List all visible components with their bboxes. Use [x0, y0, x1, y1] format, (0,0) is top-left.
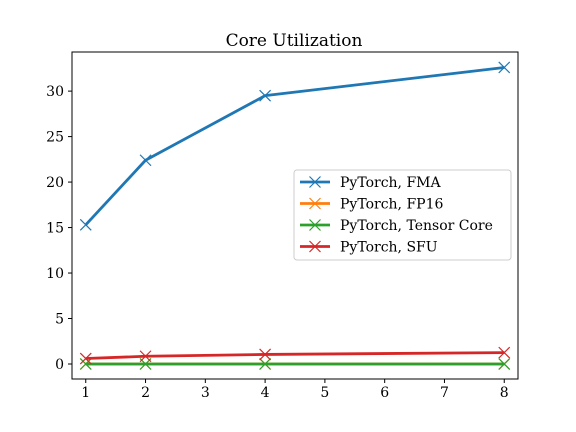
y-tick-label: 5: [55, 312, 64, 328]
data-point-marker: [79, 352, 92, 365]
series-line: [84, 66, 505, 226]
data-point-marker: [498, 358, 511, 370]
x-tick-label: 7: [440, 385, 449, 401]
legend-box: [293, 169, 512, 261]
x-tick-label: 3: [201, 385, 210, 401]
x-tick-label: 6: [380, 385, 389, 401]
x-tick-label: 4: [261, 385, 270, 401]
legend-swatch-marker: [309, 176, 321, 188]
y-tick-label: 30: [46, 84, 64, 100]
y-tick-label: 25: [46, 130, 64, 146]
plot-area: 1 2 3 4 5 6 7 8 0 5 10 15 20 25 30: [46, 51, 519, 401]
data-point-marker: [79, 358, 92, 370]
x-tick-label: 1: [81, 385, 90, 401]
y-tick-label: 10: [46, 266, 64, 282]
data-point-marker: [498, 61, 511, 74]
data-point-marker: [79, 218, 92, 231]
data-point-marker: [259, 89, 272, 102]
data-point-marker: [139, 154, 152, 167]
legend-entry-label: PyTorch, FP16: [340, 197, 444, 213]
x-tick-label: 2: [141, 385, 150, 401]
legend-swatch-marker: [309, 219, 321, 231]
y-tick-label: 20: [46, 175, 64, 191]
series-line: [85, 351, 505, 360]
x-tick-label: 5: [320, 385, 329, 401]
legend-entry-label: PyTorch, SFU: [340, 240, 438, 256]
legend-entry-label: PyTorch, FMA: [340, 175, 442, 191]
axes-frame: [71, 51, 519, 380]
legend-entry-label: PyTorch, Tensor Core: [340, 218, 493, 234]
data-point-marker: [498, 346, 511, 359]
legend: PyTorch, FMA PyTorch, FP16 PyTorch, Tensor…: [293, 169, 512, 261]
y-tick-label: 0: [55, 357, 64, 373]
y-tick-label: 15: [46, 221, 64, 237]
legend-swatch-marker: [309, 240, 321, 253]
x-tick-label: 8: [500, 385, 509, 401]
data-point-marker: [259, 348, 272, 361]
legend-swatch-marker: [309, 197, 321, 210]
chart-title: Core Utilization: [226, 31, 363, 51]
data-point-marker: [259, 358, 272, 370]
data-point-marker: [139, 350, 152, 363]
